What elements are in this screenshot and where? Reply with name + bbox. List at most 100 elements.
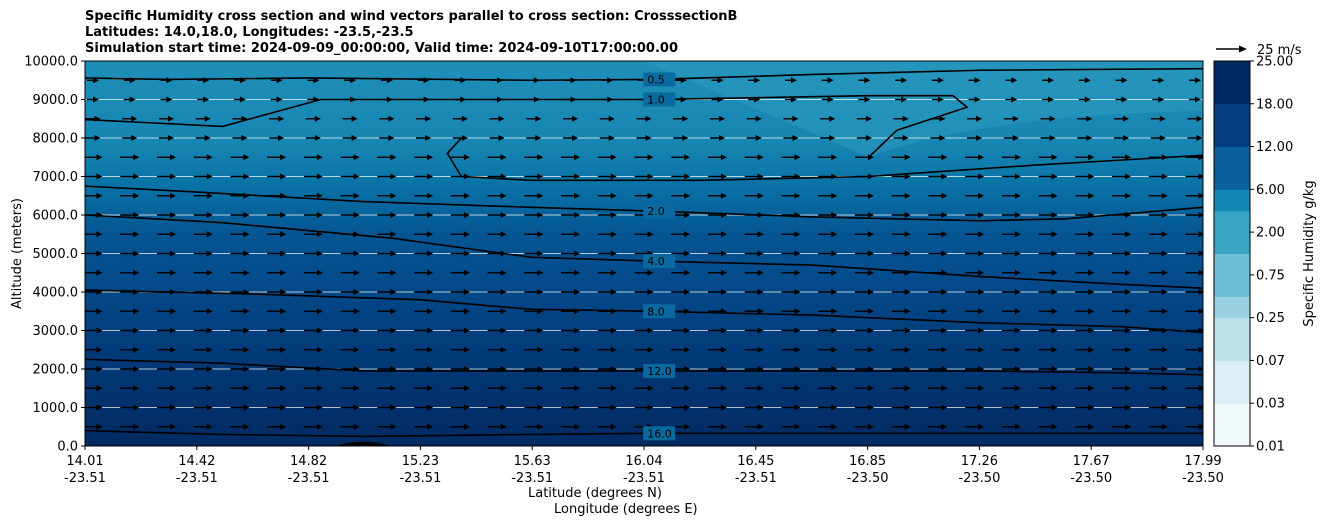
wind-vector	[821, 77, 834, 84]
wind-vector	[1038, 327, 1058, 334]
wind-vector	[377, 192, 397, 199]
wind-vector	[597, 250, 617, 257]
wind-vector	[526, 115, 542, 122]
wind-vector	[671, 269, 691, 276]
wind-vector	[450, 192, 470, 199]
wind-vector	[1148, 212, 1168, 218]
wind-vector	[1038, 250, 1058, 257]
wind-vector	[303, 154, 323, 161]
wind-vector	[303, 423, 323, 430]
wind-vector	[487, 404, 507, 411]
wind-vector	[340, 154, 360, 161]
y-tick-label: 10000.0	[24, 55, 78, 70]
wind-vector	[891, 212, 911, 218]
wind-vector	[636, 135, 652, 141]
wind-vector	[928, 327, 948, 334]
wind-vector	[414, 423, 434, 430]
wind-vector	[856, 115, 872, 122]
colorbar-segment	[1214, 61, 1250, 83]
wind-vector	[711, 77, 724, 84]
wind-vector	[707, 404, 727, 411]
wind-vector	[783, 135, 799, 141]
wind-vector	[1112, 250, 1132, 257]
wind-vector	[965, 154, 985, 161]
quiver-key: 25 m/s	[1216, 43, 1302, 58]
wind-vector	[450, 327, 470, 334]
x-tick-label-lat: 16.45	[737, 454, 774, 469]
wind-vector	[744, 308, 764, 315]
wind-vector	[1115, 96, 1128, 103]
wind-vector	[195, 135, 211, 141]
wind-vector	[267, 327, 287, 334]
wind-vector	[744, 192, 764, 199]
wind-vector	[858, 96, 871, 103]
wind-vector	[340, 269, 360, 276]
wind-vector	[524, 231, 544, 238]
colorbar-tick-label: 0.25	[1256, 311, 1285, 326]
wind-vector	[1038, 269, 1058, 276]
wind-vector	[1148, 231, 1168, 238]
wind-vector	[305, 135, 321, 141]
x-tick-label-lat: 16.04	[625, 454, 662, 469]
wind-vector	[634, 192, 654, 199]
wind-vector	[818, 346, 838, 353]
wind-vector	[854, 327, 874, 334]
wind-vector	[1112, 154, 1132, 161]
wind-vector	[303, 250, 323, 257]
wind-vector	[744, 404, 764, 411]
colorbar-segment	[1214, 274, 1250, 297]
wind-vector	[1185, 289, 1203, 295]
wind-vector	[671, 154, 691, 161]
wind-vector	[85, 250, 103, 257]
wind-vector	[489, 135, 505, 141]
wind-vector	[744, 327, 764, 334]
wind-vector	[671, 250, 691, 257]
wind-vector	[303, 192, 323, 199]
wind-vector	[707, 289, 727, 295]
wind-vector	[1038, 212, 1058, 218]
wind-vector	[156, 269, 176, 276]
wind-vector	[414, 250, 434, 257]
wind-vector	[820, 135, 836, 141]
wind-vector	[1042, 77, 1055, 84]
wind-vector	[891, 423, 911, 430]
colorbar-tick-label: 0.07	[1256, 354, 1285, 369]
colorbar-segment	[1214, 146, 1250, 169]
wind-vector	[561, 192, 581, 199]
wind-vector	[487, 385, 507, 392]
wind-vector	[230, 269, 250, 276]
contour-label: 16.0	[647, 427, 672, 440]
wind-vector	[377, 173, 397, 180]
wind-vector	[597, 212, 617, 218]
y-tick-label: 5000.0	[33, 247, 79, 262]
wind-vector	[267, 154, 287, 161]
wind-vector	[928, 212, 948, 218]
wind-vector	[377, 404, 397, 411]
wind-vector	[1001, 269, 1021, 276]
wind-vector	[377, 289, 397, 295]
wind-vector	[1152, 77, 1165, 84]
wind-vector	[416, 135, 432, 141]
wind-vector	[487, 192, 507, 199]
wind-vector	[930, 135, 946, 141]
colorbar-segment	[1214, 253, 1250, 276]
wind-vector	[414, 154, 434, 161]
wind-vector	[968, 77, 981, 84]
colorbar-segment	[1214, 189, 1250, 212]
y-tick-label: 0.0	[57, 440, 78, 455]
wind-vector	[414, 289, 434, 295]
wind-vector	[561, 231, 581, 238]
wind-vector	[450, 231, 470, 238]
x-tick-label-lat: 17.67	[1073, 454, 1110, 469]
wind-vector	[597, 173, 617, 180]
wind-vector	[597, 423, 617, 430]
wind-vector	[744, 269, 764, 276]
wind-vector	[931, 77, 944, 84]
x-tick-label-lat: 14.42	[178, 454, 215, 469]
wind-vector	[928, 346, 948, 353]
wind-vector	[891, 308, 911, 315]
wind-vector	[891, 346, 911, 353]
wind-vector	[524, 269, 544, 276]
wind-vector	[303, 289, 323, 295]
wind-vector	[197, 96, 210, 103]
